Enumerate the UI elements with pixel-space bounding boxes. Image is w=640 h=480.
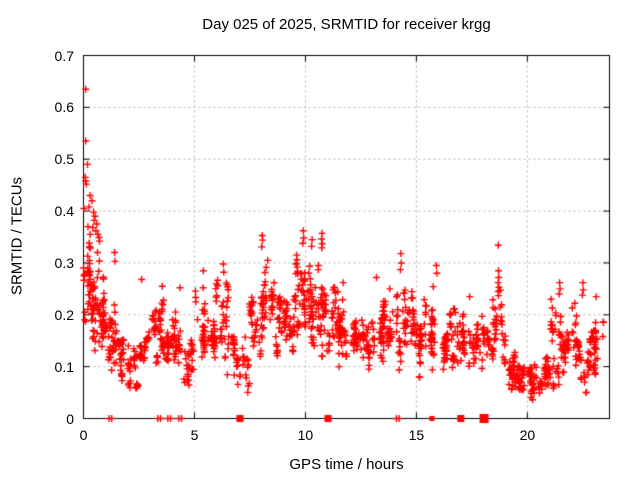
y-tick-label: 0.1 <box>54 358 74 375</box>
y-tick-label: 0.2 <box>54 306 74 323</box>
x-tick-label: 0 <box>79 427 88 443</box>
x-tick-label: 20 <box>519 427 536 443</box>
y-tick-label: 0.3 <box>54 254 74 271</box>
y-tick-label: 0.6 <box>54 99 74 116</box>
y-tick-label: 0.7 <box>54 47 74 64</box>
chart-title: Day 025 of 2025, SRMTID for receiver krg… <box>202 16 491 33</box>
y-tick-label: 0.4 <box>54 203 74 220</box>
y-tick-label: 0.5 <box>54 151 74 168</box>
y-axis-label: SRMTID / TECUs <box>8 176 26 296</box>
x-tick-label: 5 <box>190 427 199 443</box>
y-tick-label: 0 <box>66 410 74 427</box>
x-tick-label: 15 <box>408 427 425 443</box>
x-axis-label: GPS time / hours <box>289 456 404 473</box>
x-tick-label: 10 <box>297 427 314 443</box>
